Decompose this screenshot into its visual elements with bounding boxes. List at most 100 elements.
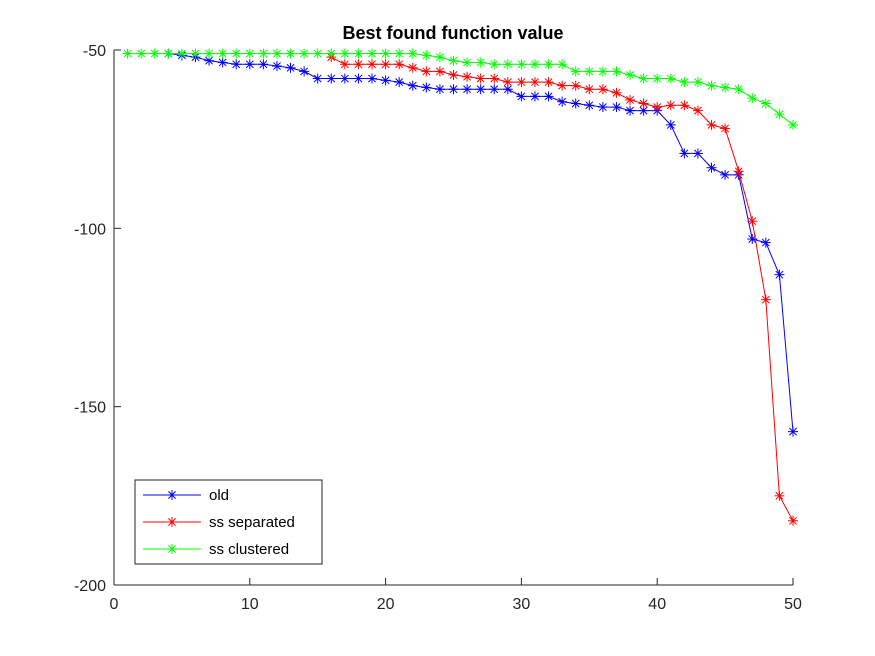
data-point-ss-clustered-14 <box>299 48 310 59</box>
data-point-old-19 <box>367 73 378 84</box>
data-point-ss-clustered-27 <box>475 57 486 68</box>
data-point-ss-separated-27 <box>475 73 486 84</box>
data-point-old-17 <box>339 73 350 84</box>
data-point-old-15 <box>312 73 323 84</box>
data-point-ss-clustered-33 <box>557 59 568 70</box>
data-point-ss-clustered-42 <box>679 77 690 88</box>
data-point-ss-clustered-41 <box>665 73 676 84</box>
data-point-ss-separated-30 <box>516 77 527 88</box>
data-point-old-7 <box>204 55 215 66</box>
data-point-ss-clustered-48 <box>760 98 771 109</box>
legend-marker-ss-clustered <box>167 544 177 554</box>
data-point-ss-clustered-30 <box>516 59 527 70</box>
x-tick-label-2: 20 <box>377 596 395 613</box>
data-point-old-30 <box>516 91 527 102</box>
data-point-ss-clustered-29 <box>502 59 513 70</box>
data-point-ss-separated-40 <box>652 102 663 113</box>
data-point-old-14 <box>299 66 310 77</box>
data-point-ss-clustered-44 <box>706 80 717 91</box>
data-point-old-20 <box>380 75 391 86</box>
data-point-ss-clustered-22 <box>407 48 418 59</box>
data-point-ss-separated-22 <box>407 62 418 73</box>
data-point-old-28 <box>489 84 500 95</box>
data-point-ss-clustered-50 <box>788 119 798 130</box>
data-point-old-42 <box>679 148 690 159</box>
data-point-ss-separated-43 <box>692 105 703 116</box>
data-point-ss-separated-33 <box>557 80 568 91</box>
data-point-ss-clustered-15 <box>312 48 323 59</box>
data-point-old-45 <box>720 169 731 180</box>
y-tick-label-0: -50 <box>83 43 106 60</box>
data-point-ss-clustered-18 <box>353 48 364 59</box>
data-point-old-34 <box>570 98 581 109</box>
axes: 0 10 20 30 40 50 -50 -100 -150 -200 <box>74 43 802 613</box>
data-point-ss-separated-34 <box>570 80 581 91</box>
y-tick-label-1: -100 <box>74 221 106 238</box>
y-tick-label-3: -200 <box>74 578 106 595</box>
data-point-ss-separated-45 <box>720 123 731 134</box>
legend-marker-ss-separated <box>167 517 177 527</box>
data-point-old-27 <box>475 84 486 95</box>
data-point-old-10 <box>244 59 255 70</box>
data-point-ss-separated-39 <box>638 98 649 109</box>
data-point-ss-separated-25 <box>448 69 459 80</box>
series-layer <box>122 48 798 526</box>
series-ss-clustered <box>122 48 798 130</box>
data-point-old-22 <box>407 80 418 91</box>
data-point-ss-clustered-11 <box>258 48 269 59</box>
data-point-old-44 <box>706 162 717 173</box>
data-point-old-31 <box>529 91 540 102</box>
data-point-ss-clustered-49 <box>774 109 785 120</box>
chart-title: Best found function value <box>342 23 563 43</box>
data-point-ss-separated-35 <box>584 84 595 95</box>
data-point-ss-separated-38 <box>625 94 636 105</box>
data-point-ss-clustered-7 <box>204 48 215 59</box>
legend-label-old: old <box>209 487 229 504</box>
data-point-old-18 <box>353 73 364 84</box>
data-point-ss-separated-37 <box>611 87 622 98</box>
data-point-ss-separated-32 <box>543 77 554 88</box>
data-point-old-23 <box>421 82 432 93</box>
data-point-ss-clustered-6 <box>190 48 201 59</box>
y-tick-label-2: -150 <box>74 400 106 417</box>
x-tick-label-1: 10 <box>241 596 259 613</box>
data-point-ss-separated-44 <box>706 119 717 130</box>
legend: old ss separated ss clustered <box>134 479 323 565</box>
data-point-old-25 <box>448 84 459 95</box>
data-point-ss-clustered-35 <box>584 66 595 77</box>
data-point-ss-clustered-36 <box>597 66 608 77</box>
data-point-ss-clustered-34 <box>570 66 581 77</box>
data-point-ss-clustered-45 <box>720 82 731 93</box>
x-tick-label-5: 50 <box>784 596 802 613</box>
data-point-ss-separated-46 <box>733 166 744 177</box>
data-point-ss-clustered-2 <box>136 48 147 59</box>
data-point-old-35 <box>584 100 595 111</box>
data-point-old-8 <box>217 57 228 68</box>
data-point-ss-separated-31 <box>529 77 540 88</box>
data-point-ss-clustered-8 <box>217 48 228 59</box>
data-point-ss-separated-41 <box>665 100 676 111</box>
data-point-ss-clustered-3 <box>149 48 160 59</box>
data-point-old-13 <box>285 62 296 73</box>
data-point-old-36 <box>597 102 608 113</box>
data-point-old-37 <box>611 102 622 113</box>
data-point-ss-clustered-26 <box>462 57 473 68</box>
series-ss-separated <box>326 52 798 526</box>
data-point-old-12 <box>271 61 282 72</box>
data-point-ss-separated-18 <box>353 59 364 70</box>
data-point-ss-clustered-9 <box>231 48 242 59</box>
data-point-ss-clustered-10 <box>244 48 255 59</box>
data-point-ss-clustered-16 <box>326 48 337 59</box>
data-point-ss-clustered-1 <box>122 48 133 59</box>
data-point-ss-separated-24 <box>434 66 445 77</box>
data-point-ss-clustered-37 <box>611 66 622 77</box>
data-point-ss-clustered-31 <box>529 59 540 70</box>
data-point-ss-clustered-5 <box>176 48 187 59</box>
data-point-old-24 <box>434 84 445 95</box>
data-point-old-43 <box>692 148 703 159</box>
data-point-ss-separated-47 <box>747 216 758 227</box>
legend-item-old: old <box>143 487 229 504</box>
data-point-ss-separated-50 <box>788 515 798 526</box>
